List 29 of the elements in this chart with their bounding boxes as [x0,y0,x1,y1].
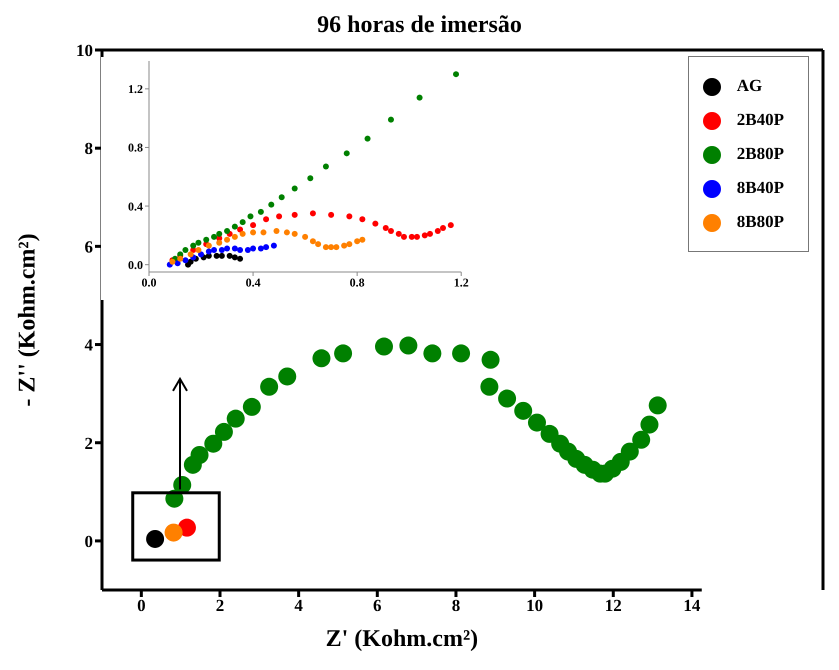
y-axis-title: - Z'' (Kohm.cm²) [14,233,41,407]
x-tick-label: 0.0 [142,276,157,290]
x-tick-label: 0.4 [246,276,261,290]
y-tick-label: 0 [84,532,93,551]
legend-label: 2B80P [736,144,784,163]
y-tick-label: 6 [84,237,93,256]
legend-label: 8B40P [736,178,784,197]
x-tick-label: 8 [452,596,460,616]
x-tick-label: 14 [683,596,701,616]
y-tick-label: 1.2 [128,82,144,96]
y-tick-label: 0.0 [128,258,144,272]
y-tick-label: 10 [76,41,93,60]
x-axis-title: Z' (Kohm.cm²) [326,626,478,652]
y-tick-label: 2 [84,434,93,453]
x-tick-label: 0.8 [350,276,365,290]
x-tick-label: 12 [604,596,622,616]
y-tick-label: 0.4 [128,200,144,214]
legend-label: AG [736,76,762,95]
x-tick-label: 4 [294,596,304,616]
x-tick-label: 1.2 [454,276,469,290]
y-tick-label: 4 [84,336,94,355]
chart-title: 96 horas de imersão [316,11,523,40]
legend-label: 8B80P [736,212,784,231]
y-tick-label: 8 [84,139,93,158]
legend-label: 2B40P [736,110,784,129]
y-tick-label: 0.8 [128,141,144,156]
x-tick-label: 2 [216,596,224,616]
x-tick-label: 10 [526,596,544,616]
x-tick-label: 6 [373,596,382,616]
